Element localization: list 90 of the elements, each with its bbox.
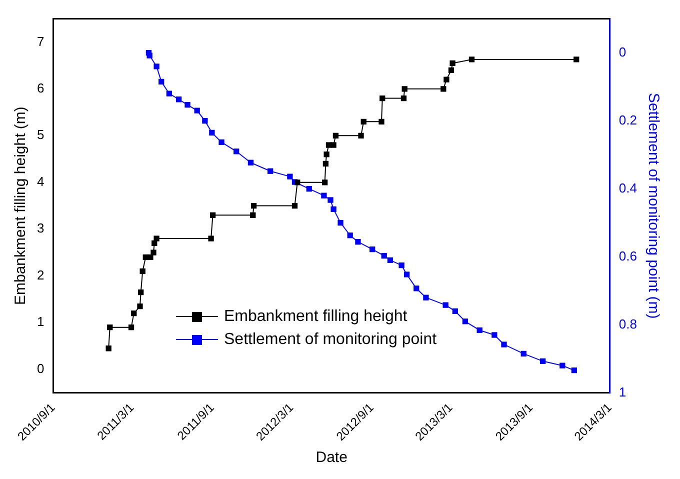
point [202,118,208,124]
point [492,332,498,338]
y2-tick-label: 1 [618,384,626,400]
point [378,118,384,124]
point [358,132,364,138]
point [287,174,293,180]
point [380,95,386,102]
y2-tick-label: 0 [618,44,626,60]
y2-axis-title: Settlement of monitoring point (m) [644,92,662,319]
y-tick-label: 5 [36,127,44,142]
point [540,358,546,364]
point [574,56,580,62]
point [218,139,224,146]
point [166,90,172,96]
point [321,192,327,198]
point [330,142,336,148]
point [381,252,387,259]
point [423,294,429,300]
point [322,180,328,186]
point [194,108,200,114]
point [248,160,254,166]
point [154,236,160,242]
point [294,180,300,186]
point [306,186,312,192]
point [137,303,143,310]
point [250,212,256,218]
point [442,302,448,308]
y2-tick-label: 0.2 [618,112,638,128]
y2-tick-label: 0.6 [618,248,638,264]
point [370,246,376,252]
x-axis-title: Date [316,449,348,466]
y-tick-label: 6 [36,80,44,96]
point [234,148,240,154]
point [146,52,152,58]
y2-tick-label: 0.4 [618,180,638,196]
point [292,202,298,209]
y2-tick-label: 0.8 [618,316,638,332]
point [210,212,216,218]
point [332,132,339,138]
y-axis-title: Embankment filling height (m) [12,106,30,306]
point [571,368,578,374]
point [250,202,257,209]
point [560,362,566,368]
point [355,239,361,245]
point [476,327,482,334]
point [462,318,468,324]
point [158,78,164,85]
point [400,95,407,102]
point [444,76,450,82]
point [398,262,404,268]
point [128,324,134,330]
y-tick-label: 3 [36,220,44,236]
point [330,206,336,212]
point [501,342,507,348]
point [138,289,144,296]
point [450,60,456,66]
point [208,236,214,242]
point [268,168,274,174]
y-tick-label: 1 [36,314,44,330]
point [150,250,156,256]
point [360,118,366,124]
point [184,102,190,108]
y-tick-label: 7 [36,34,44,49]
point [404,272,410,278]
y-tick-label: 2 [36,267,44,282]
point [468,56,475,62]
point [106,346,112,352]
y-tick-label: 4 [36,174,44,189]
point [387,257,394,264]
legend-label: Settlement of monitoring point [224,330,437,350]
point [402,86,408,92]
point [322,160,329,167]
point [452,308,458,314]
point [520,350,526,357]
point [131,310,137,316]
point [176,96,182,102]
point [347,232,353,238]
y-tick-label: 0 [36,360,44,376]
point [140,268,146,274]
point [154,64,160,70]
point [414,286,420,292]
point [440,86,446,92]
point [338,220,344,226]
point [107,324,113,330]
point [448,67,454,74]
point [328,197,334,203]
point [209,130,215,136]
point [148,254,154,260]
point [324,152,330,158]
legend-label: Embankment filling height [224,307,408,327]
